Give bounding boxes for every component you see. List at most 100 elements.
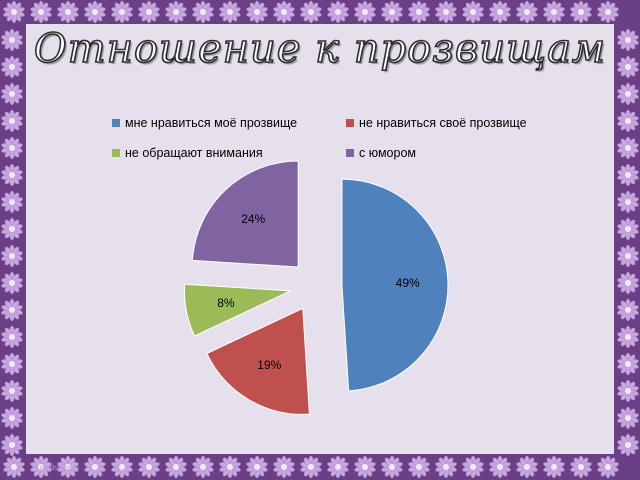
- flower-ornament: [84, 455, 106, 479]
- flower-ornament: [617, 379, 639, 403]
- flower-ornament: [617, 28, 639, 52]
- flower-ornament: [1, 109, 23, 133]
- flower-ornament: [597, 455, 619, 479]
- legend-swatch: [112, 119, 120, 127]
- flower-ornament: [570, 455, 592, 479]
- slide-title: Отношение к прозвищам: [33, 25, 607, 73]
- flower-ornament: [617, 136, 639, 160]
- flower-ornament: [543, 455, 565, 479]
- slide-panel: [26, 24, 614, 454]
- flower-ornament: [84, 0, 106, 24]
- flower-ornament: [1, 163, 23, 187]
- slice-data-label: 19%: [257, 358, 281, 372]
- pie-slice: [183, 283, 291, 337]
- flower-ornament: [516, 0, 538, 24]
- legend-swatch: [346, 119, 354, 127]
- flower-ornament: [617, 217, 639, 241]
- pie-slice: [191, 160, 299, 268]
- flower-ornament: [1, 190, 23, 214]
- flower-ornament: [489, 0, 511, 24]
- flower-ornament: [1, 271, 23, 295]
- flower-ornament: [1, 352, 23, 376]
- flower-ornament: [617, 82, 639, 106]
- flower-ornament: [354, 0, 376, 24]
- flower-ornament: [3, 0, 25, 24]
- flower-ornament: [1, 433, 23, 457]
- watermark-text: myshared.ru: [40, 465, 79, 472]
- slice-data-label: 8%: [217, 296, 235, 310]
- flower-ornament: [30, 455, 52, 479]
- flower-ornament: [327, 455, 349, 479]
- flower-ornament: [1, 28, 23, 52]
- flower-ornament: [570, 0, 592, 24]
- flower-ornament: [1, 136, 23, 160]
- flower-ornament: [1, 82, 23, 106]
- flower-ornament: [246, 0, 268, 24]
- flower-ornament: [543, 0, 565, 24]
- flower-ornament: [617, 190, 639, 214]
- flower-ornament: [381, 455, 403, 479]
- flower-ornament: [219, 0, 241, 24]
- flower-ornament: [617, 433, 639, 457]
- legend-swatch: [112, 149, 120, 157]
- flower-ornament: [1, 244, 23, 268]
- flower-ornament: [1, 379, 23, 403]
- flower-ornament: [165, 0, 187, 24]
- flower-ornament: [3, 455, 25, 479]
- legend-label: не нравиться своё прозвище: [359, 116, 527, 130]
- flower-ornament: [597, 0, 619, 24]
- pie-slice: [341, 178, 449, 392]
- legend-item-likes: мне нравиться моё прозвище: [112, 116, 297, 130]
- flower-ornament: [617, 55, 639, 79]
- flower-ornament: [57, 0, 79, 24]
- legend-item-dislikes: не нравиться своё прозвище: [346, 116, 527, 130]
- legend-swatch: [346, 149, 354, 157]
- flower-ornament: [354, 455, 376, 479]
- flower-ornament: [617, 325, 639, 349]
- flower-ornament: [617, 298, 639, 322]
- flower-ornament: [192, 455, 214, 479]
- flower-ornament: [381, 0, 403, 24]
- slice-data-label: 49%: [396, 276, 420, 290]
- flower-ornament: [489, 455, 511, 479]
- flower-ornament: [617, 244, 639, 268]
- flower-ornament: [192, 0, 214, 24]
- pie-slice: [206, 307, 310, 415]
- flower-ornament: [138, 455, 160, 479]
- flower-ornament: [246, 455, 268, 479]
- flower-ornament: [617, 109, 639, 133]
- flower-ornament: [516, 455, 538, 479]
- flower-ornament: [111, 0, 133, 24]
- flower-ornament: [57, 455, 79, 479]
- flower-ornament: [462, 455, 484, 479]
- flower-ornament: [111, 455, 133, 479]
- flower-ornament: [1, 406, 23, 430]
- legend-label: с юмором: [359, 146, 417, 160]
- flower-ornament: [462, 0, 484, 24]
- flower-ornament: [273, 455, 295, 479]
- legend-item-ignore: не обращают внимания: [112, 146, 263, 160]
- flower-ornament: [300, 455, 322, 479]
- flower-ornament: [327, 0, 349, 24]
- legend-label: не обращают внимания: [125, 146, 263, 160]
- flower-ornament: [165, 455, 187, 479]
- flower-ornament: [435, 0, 457, 24]
- flower-ornament: [408, 455, 430, 479]
- flower-ornament: [617, 352, 639, 376]
- flower-ornament: [300, 0, 322, 24]
- flower-ornament: [435, 455, 457, 479]
- slice-data-label: 24%: [241, 212, 265, 226]
- flower-ornament: [408, 0, 430, 24]
- flower-ornament: [219, 455, 241, 479]
- flower-ornament: [617, 406, 639, 430]
- flower-ornament: [1, 298, 23, 322]
- legend-label: мне нравиться моё прозвище: [125, 116, 298, 130]
- flower-ornament: [1, 217, 23, 241]
- flower-ornament: [138, 0, 160, 24]
- legend-item-humor: с юмором: [346, 146, 416, 160]
- flower-ornament: [30, 0, 52, 24]
- flower-ornament: [1, 325, 23, 349]
- flower-ornament: [1, 55, 23, 79]
